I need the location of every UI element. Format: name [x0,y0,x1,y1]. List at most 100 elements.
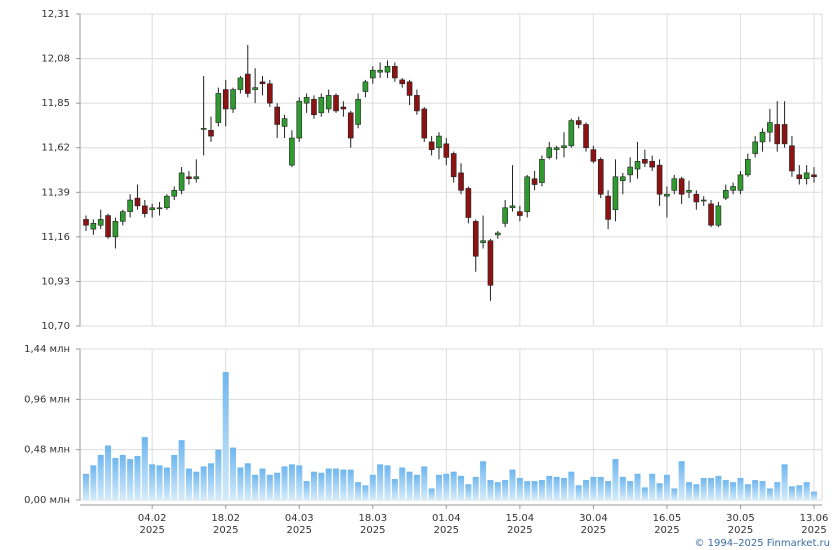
y-tick-label: 0,48 млн [24,445,70,456]
candle-body [105,215,111,238]
volume-bar [105,445,112,500]
volume-bar [252,474,259,500]
y-tick-label: 11,16 [41,232,70,243]
volume-bar [185,468,192,500]
volume-bar [215,449,222,500]
volume-bar [413,474,420,500]
volume-bar [325,468,332,500]
volume-bar [671,488,678,500]
candle-body [377,69,383,73]
candle-body [583,124,589,149]
volume-bar [266,474,273,500]
candle-body [178,172,185,191]
candle-body [524,176,531,212]
candle-body [605,195,611,220]
volume-bar [340,469,347,500]
candle-body [252,87,258,90]
volume-bar [421,466,428,500]
volume-bar [494,482,501,500]
volume-bar [788,486,795,500]
volume-bar [627,481,634,500]
volume-bar [377,464,384,500]
candle-body [612,176,619,211]
volume-bar [281,466,288,500]
volume-bar [458,475,465,500]
candle-body [708,203,714,226]
y-tick-label: 1,44 млн [24,344,70,355]
x-tick-label: 15.04 2025 [506,513,535,536]
y-tick-label: 11,85 [41,98,70,109]
volume-bar [509,469,516,500]
x-tick-label: 30.05 2025 [726,513,755,536]
volume-bar [560,477,567,500]
volume-bar [303,481,310,500]
candle-body [384,66,391,73]
candle-body [142,205,148,214]
volume-bar [730,482,737,500]
volume-bar [200,466,207,500]
candle-body [568,120,575,147]
candle-body [362,81,369,92]
candle-body [774,124,781,145]
volume-bar [450,471,457,500]
y-tick-label: 12,08 [41,54,70,65]
candle-body [620,176,626,181]
volume-bar [641,487,648,500]
volume-bar [634,473,641,500]
volume-bar [693,484,700,500]
candle-body [671,178,678,191]
volume-bar [737,477,744,500]
volume-bar [288,464,295,500]
volume-bar [244,463,251,500]
volume-bar [708,477,715,500]
volume-bar [619,476,626,500]
x-tick-label: 18.02 2025 [211,513,240,536]
volume-bar [274,472,281,500]
volume-bar [575,485,582,500]
x-tick-label: 01.04 2025 [432,513,461,536]
volume-bar [487,480,494,500]
volume-bar [678,461,685,500]
y-tick-label: 0,00 млн [24,495,70,506]
candle-body [737,174,744,191]
candle-body [83,219,89,226]
candle-body [575,120,582,125]
volume-bar [766,488,773,500]
candle-body [215,93,222,123]
volume-bar [744,484,751,500]
candle-body [759,131,766,143]
candle-body [700,199,707,202]
volume-bar [538,480,545,500]
candle-body [450,153,457,178]
y-tick-label: 0,96 млн [24,394,70,405]
volume-bar [163,467,170,500]
candle-body [428,141,435,150]
volume-bar [568,471,575,500]
candle-body [752,141,758,154]
source: © 1994–2025 Finmarket.ru [694,538,830,549]
volume-bar [465,484,472,500]
volume-bar [391,479,398,500]
candle-body [664,193,670,197]
candle-body [112,221,119,238]
candle-body [436,135,442,149]
candle-body [803,172,810,180]
candle-body [480,240,486,243]
candle-body [546,147,553,158]
x-tick-label: 13.06 2025 [800,513,829,536]
volume-bar [333,468,340,500]
candle-body [267,83,273,104]
candle-body [208,129,214,137]
candle-body [399,79,406,85]
volume-bar [531,481,538,500]
volume-bar [355,482,362,500]
volume-bar [119,454,126,500]
candle-body [678,178,685,195]
candle-body [642,159,648,164]
candle-body [590,149,597,162]
x-tick-label: 04.02 2025 [138,513,167,536]
x-tick-label: 30.04 2025 [579,513,608,536]
candle-body [259,81,266,85]
candle-body [134,197,141,207]
volume-bar [259,468,266,500]
